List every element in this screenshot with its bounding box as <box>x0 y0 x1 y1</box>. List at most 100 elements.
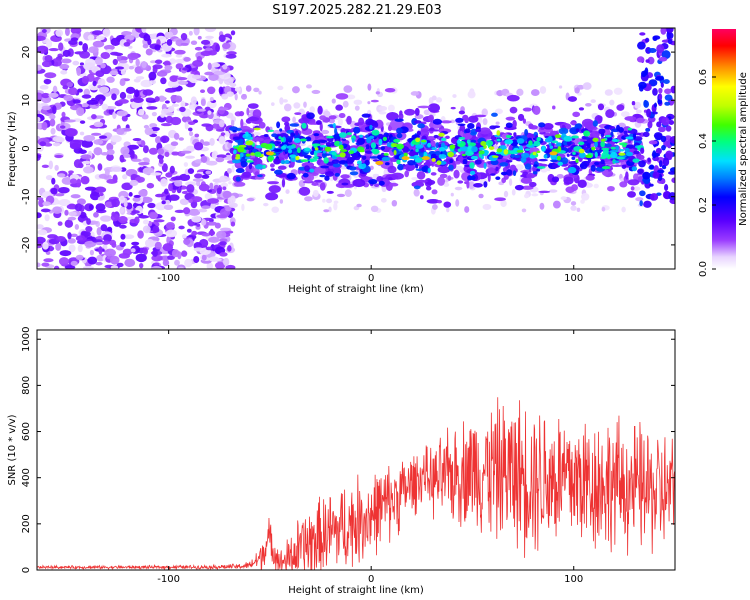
spectrogram-cell <box>638 160 646 168</box>
spectrogram-cell <box>207 86 216 95</box>
spectrogram-cell <box>637 41 646 50</box>
spectrogram-cell <box>138 162 150 166</box>
spectrogram-cell <box>349 166 357 171</box>
spectrogram-cell <box>621 206 626 213</box>
spectrogram-cell <box>48 48 59 52</box>
spectrogram-cell <box>274 169 283 175</box>
spectrogram-cell <box>81 75 90 84</box>
spectrogram-cell <box>174 95 183 103</box>
spectrogram-cell <box>529 181 537 188</box>
spectrogram-cell <box>183 238 191 245</box>
spectrogram-cell <box>378 106 388 111</box>
spectrogram-cell <box>161 53 172 58</box>
spectrogram-cell <box>68 203 76 208</box>
spectrogram-cell <box>601 165 611 170</box>
spectrogram-cell <box>64 119 76 123</box>
spectrogram-cell <box>450 192 454 197</box>
spectrogram-cell <box>133 194 141 198</box>
spectrogram-cell <box>123 41 131 47</box>
spectrogram-cell <box>142 167 155 175</box>
spectrogram-cell <box>633 150 640 155</box>
spectrogram-cell <box>214 261 226 269</box>
spectrogram-cell <box>633 173 639 181</box>
spectrogram-cell <box>245 85 252 92</box>
spectrogram-cell <box>647 56 655 65</box>
spectrogram-cell <box>95 94 106 103</box>
spectrogram-cell <box>508 178 513 186</box>
spectrogram-cell <box>388 177 393 181</box>
spectrogram-cell <box>538 122 546 128</box>
spectrogram-cell <box>322 150 327 154</box>
spectrogram-cell <box>536 168 541 172</box>
spectrogram-cell <box>225 207 232 212</box>
spectrogram-cell <box>219 238 228 243</box>
spectrogram-cell <box>492 155 499 159</box>
spectrogram-cell <box>101 103 109 111</box>
spectrogram-cell <box>184 258 193 268</box>
spectrogram-cell <box>304 165 310 172</box>
spectrogram-cell <box>68 170 74 174</box>
spectrogram-cell <box>224 130 230 137</box>
spectrogram-cell <box>458 110 466 115</box>
spectrogram-cell <box>119 224 127 229</box>
spectrogram-cell <box>543 122 554 130</box>
spectrogram-cell <box>478 150 485 155</box>
spectrogram-cell <box>453 169 460 179</box>
spectrogram-cell <box>389 182 399 187</box>
spectrogram-cell <box>231 164 235 173</box>
spectrogram-cell <box>170 176 183 181</box>
spectrogram-cell <box>536 166 546 169</box>
spectrogram-cell <box>474 159 482 165</box>
spectrogram-cell <box>75 254 84 261</box>
spectrogram-cell <box>378 180 385 186</box>
spectrogram-cell <box>404 170 410 178</box>
spectrogram-cell <box>139 263 144 269</box>
spectrogram-cell <box>552 200 561 209</box>
spectrogram-cell <box>66 81 74 88</box>
spectrogram-cell <box>160 123 172 127</box>
spectrogram-cell <box>241 129 253 133</box>
spectrogram-cell <box>536 150 541 154</box>
spectrogram-cell <box>351 137 355 143</box>
spectrogram-cell <box>170 116 182 126</box>
spectrogram-cell <box>64 265 76 269</box>
spectrogram-cell <box>234 163 241 166</box>
spectrogram-cell <box>514 184 524 191</box>
y-tick-label: 600 <box>21 422 32 441</box>
spectrogram-cell <box>55 137 65 143</box>
spectrogram-cell <box>636 56 645 63</box>
spectrogram-cell <box>526 172 536 179</box>
spectrogram-cell <box>483 144 487 149</box>
spectrogram-cell <box>642 171 651 180</box>
spectrogram-cell <box>419 195 424 200</box>
spectrogram-cell <box>123 234 135 240</box>
spectrogram-cell <box>616 104 625 111</box>
spectrogram-cell <box>652 88 658 96</box>
spectrogram-y-label: Frequency (Hz) <box>7 111 18 187</box>
spectrogram-cell <box>119 91 127 100</box>
spectrogram-cell <box>613 87 623 95</box>
spectrogram-cell <box>200 155 208 163</box>
spectrogram-cell <box>664 183 669 191</box>
spectrogram-cell <box>209 137 215 146</box>
spectrogram-cell <box>39 141 47 147</box>
spectrogram-cell <box>441 137 447 142</box>
spectrogram-cell <box>444 179 449 183</box>
spectrogram-cell <box>191 215 202 223</box>
spectrogram-cell <box>431 189 438 195</box>
spectrogram-cell <box>509 106 518 114</box>
spectrogram-cell <box>52 142 61 147</box>
spectrogram-cell <box>207 110 212 115</box>
spectrogram-cell <box>110 167 123 172</box>
spectrogram-cell <box>318 139 328 143</box>
spectrogram-cell <box>319 115 327 121</box>
spectrogram-cell <box>37 229 48 236</box>
spectrogram-cell <box>455 117 464 123</box>
spectrogram-cell <box>332 122 336 129</box>
spectrogram-cell <box>457 180 464 184</box>
spectrogram-cell <box>147 202 156 209</box>
spectrogram-cell <box>337 118 343 126</box>
spectrogram-cell <box>386 112 399 121</box>
spectrogram-cell <box>120 233 126 240</box>
spectrogram-cell <box>454 160 461 165</box>
